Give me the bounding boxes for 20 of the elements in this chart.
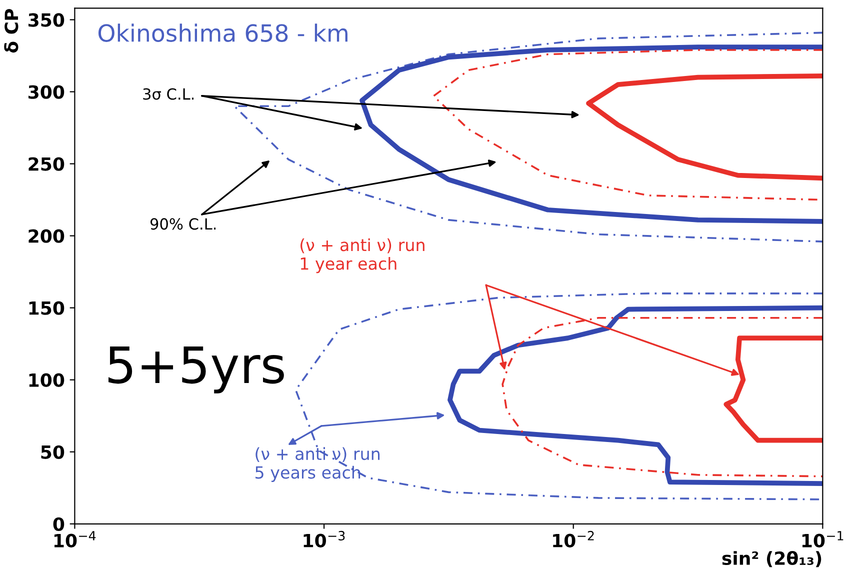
y-tick-label: 350: [28, 13, 64, 27]
x-tick-label: 10$^{−4}$: [54, 531, 96, 548]
y-tick-label: 250: [28, 157, 64, 171]
annotation: 90% C.L.: [150, 218, 216, 230]
annotation: (ν + anti ν) run 5 years each: [256, 447, 380, 482]
x-tick-label: 10$^{−2}$: [553, 530, 594, 548]
x-tick-label: 10$^{−3}$: [304, 530, 345, 548]
annotation: 5+5yrs: [108, 346, 284, 394]
x-axis-title: sin² (2θ₁₃): [722, 550, 822, 568]
annotation: 3σ C.L.: [143, 88, 194, 100]
y-tick-label: 50: [41, 445, 64, 459]
x-tick-label: 10$^{−1}$: [802, 531, 844, 548]
annotation: (ν + anti ν) run 1 year each: [300, 238, 424, 274]
y-axis-title: δ CP: [4, 8, 18, 53]
y-tick-label: 0: [53, 517, 64, 531]
y-tick-label: 200: [28, 229, 64, 243]
y-tick-label: 100: [29, 373, 64, 387]
y-tick-label: 300: [28, 85, 64, 99]
text: Okinoshima 658 - km: [98, 24, 348, 42]
y-tick-label: 150: [29, 301, 64, 315]
